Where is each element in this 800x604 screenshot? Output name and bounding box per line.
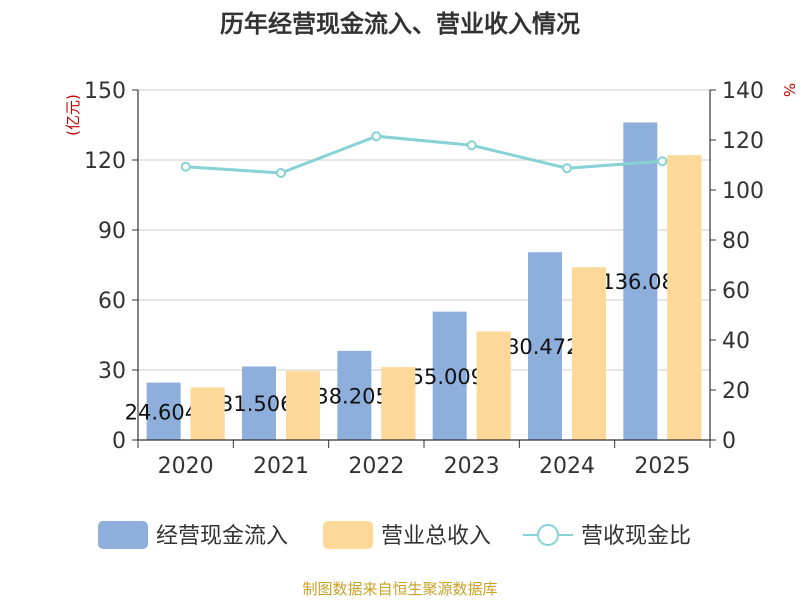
ratio-point	[371, 131, 382, 142]
bar-revenue-overlay	[476, 331, 511, 440]
legend-label: 营业总收入	[381, 524, 491, 549]
bar-revenue-overlay	[572, 267, 606, 440]
left-tick-label: 30	[98, 359, 126, 384]
ratio-line	[180, 131, 668, 178]
x-tick-label: 2020	[158, 454, 214, 479]
ratio-point	[180, 161, 191, 172]
right-tick-label: 120	[722, 129, 764, 154]
bar-cash-inflow	[432, 311, 467, 440]
legend-label: 经营现金流入	[156, 524, 288, 549]
x-tick-label: 2024	[539, 454, 595, 479]
right-tick-label: 140	[722, 79, 764, 104]
legend-swatch	[98, 521, 148, 549]
ratio-point	[276, 168, 286, 178]
bar-cash-inflow	[242, 366, 276, 440]
axes: 0 30 60 90 120 150 0 20 40 60 80 100 120 140 2020 2021 2…	[84, 79, 764, 479]
grid-lines	[138, 89, 710, 371]
right-axis-unit: %	[780, 83, 798, 97]
x-tick-label: 2023	[444, 454, 500, 479]
chart-title: 历年经营现金流入、营业收入情况	[220, 10, 580, 38]
legend-label: 营收现金比	[581, 524, 691, 549]
x-tick-label: 2021	[253, 454, 309, 479]
bar-cash-inflow	[337, 350, 372, 440]
data-label: 80.472	[506, 335, 579, 359]
data-label: 38.205	[315, 384, 388, 408]
left-axis-unit: (亿元)	[64, 94, 82, 136]
bar-revenue-overlay	[190, 387, 225, 440]
source-note: 制图数据来自恒生聚源数据库	[302, 580, 497, 598]
legend-swatch	[323, 521, 373, 549]
left-tick-label: 120	[84, 149, 126, 174]
right-tick-label: 40	[722, 329, 750, 354]
bar-cash-inflow	[528, 252, 562, 440]
left-tick-label: 0	[112, 429, 126, 454]
data-label: 31.506	[220, 392, 293, 416]
legend: 经营现金流入 营业总收入 营收现金比	[98, 521, 691, 549]
right-tick-label: 0	[722, 429, 736, 454]
bar-cash-inflow	[146, 382, 181, 440]
data-label: 55.009	[411, 365, 484, 389]
bar-revenue-overlay	[667, 155, 702, 441]
right-tick-label: 60	[722, 279, 750, 304]
ratio-point	[562, 163, 572, 174]
data-label: 136.08	[601, 270, 674, 294]
ratio-point	[657, 156, 668, 167]
right-tick-label: 80	[722, 229, 750, 254]
ratio-point	[466, 140, 477, 151]
right-tick-label: 100	[722, 179, 764, 204]
data-labels: 24.604 31.506 38.205 55.009 80.472 136.08	[125, 155, 702, 441]
bar-revenue-overlay	[381, 367, 416, 440]
left-tick-label: 90	[98, 219, 126, 244]
data-label: 24.604	[125, 400, 198, 424]
ratio-line-path	[185, 134, 663, 175]
right-tick-label: 20	[722, 379, 750, 404]
x-tick-label: 2022	[348, 454, 404, 479]
bar-revenue-overlay	[286, 371, 320, 440]
left-tick-label: 150	[84, 79, 126, 104]
bar-cash-inflow	[623, 122, 658, 440]
x-tick-label: 2025	[634, 454, 690, 479]
left-tick-label: 60	[98, 289, 126, 314]
legend-marker	[537, 524, 559, 546]
